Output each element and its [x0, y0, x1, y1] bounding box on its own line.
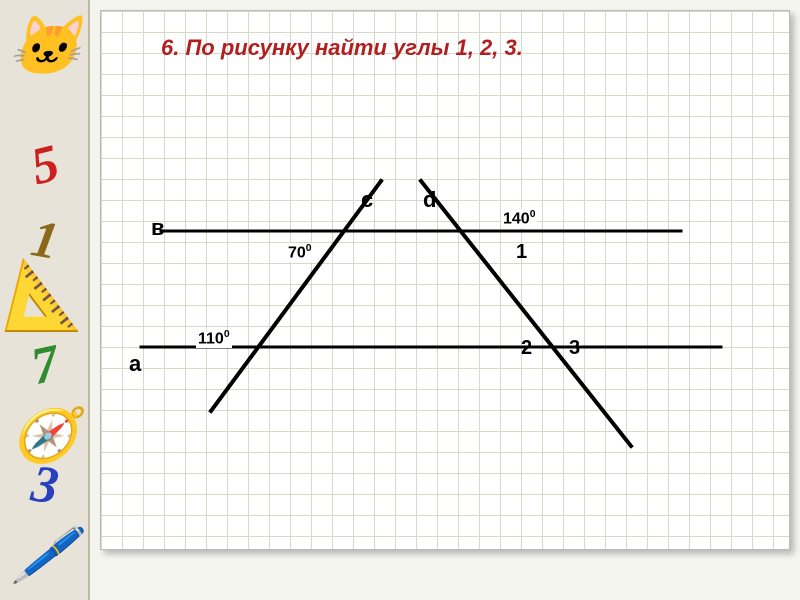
digit-3-blue: 3 [1, 445, 90, 525]
line-c [211, 181, 381, 411]
line-label-a: а [129, 351, 141, 377]
angle-110: 1100 [196, 329, 232, 348]
angle-70: 700 [286, 243, 314, 262]
decorative-sidebar: 🐱51📐7🧭3🖊️ [0, 0, 90, 600]
angle-140: 1400 [501, 209, 537, 228]
angle-label-1: 1 [516, 241, 527, 264]
worksheet-panel: 6. По рисунку найти углы 1, 2, 3. авсd70… [100, 10, 790, 550]
geometry-figure [101, 11, 791, 551]
line-label-d: d [423, 187, 436, 213]
angle-label-2: 2 [521, 337, 532, 360]
cat-illustration: 🐱 [5, 8, 85, 86]
angle-label-3: 3 [569, 337, 580, 360]
line-label-v: в [151, 215, 165, 241]
line-label-c: с [361, 187, 373, 213]
pencil-cup: 🖊️ [5, 520, 85, 590]
digit-7-green: 7 [0, 322, 91, 407]
digit-5-red: 5 [0, 121, 92, 208]
